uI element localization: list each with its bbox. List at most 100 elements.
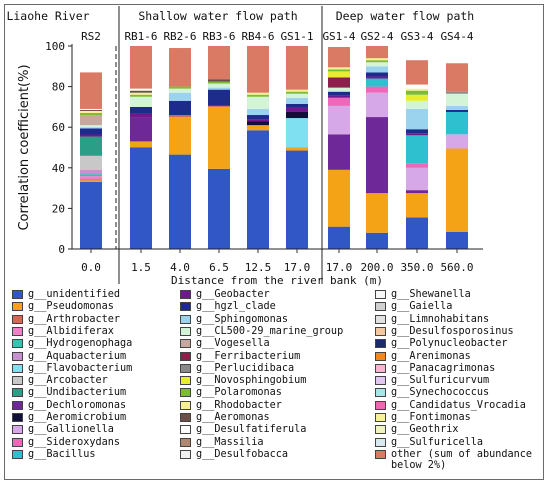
x-axis-title: Distance from the river bank (m) bbox=[171, 274, 383, 287]
bar-segment bbox=[169, 92, 191, 101]
legend-label: g__Undibacterium bbox=[28, 387, 127, 399]
y-tick-label: 0 bbox=[58, 243, 65, 256]
bar-segment bbox=[247, 108, 269, 116]
bar-segment bbox=[406, 60, 428, 85]
legend-swatch bbox=[180, 302, 191, 312]
bar-segment bbox=[286, 111, 308, 119]
group-header-box bbox=[6, 6, 116, 26]
bar-segment bbox=[247, 121, 269, 126]
legend-swatch bbox=[12, 437, 23, 447]
bar-segment bbox=[286, 118, 308, 148]
legend-swatch bbox=[12, 363, 23, 373]
bar-segment bbox=[446, 63, 468, 92]
bar-segment bbox=[130, 106, 152, 113]
legend-swatch bbox=[12, 425, 23, 435]
legend-label: g__Desulfosporosinus bbox=[391, 325, 514, 337]
bar-segment bbox=[366, 232, 388, 249]
legend-label: g__Aquabacterium bbox=[28, 350, 127, 362]
legend: g__unidentified g__Pseudomonas g__Arthroba… bbox=[12, 289, 542, 479]
y-tick-label: 60 bbox=[52, 121, 65, 134]
legend-label: g__Geothrix bbox=[391, 424, 459, 436]
legend-label: g__Arcobacter bbox=[28, 375, 108, 387]
bar-segment bbox=[247, 92, 269, 95]
bar-segment bbox=[130, 112, 152, 118]
legend-label: g__Bacillus bbox=[28, 448, 96, 460]
bar-segment bbox=[366, 58, 388, 61]
bar-segment bbox=[446, 105, 468, 110]
legend-label: g__Geobacter bbox=[196, 289, 270, 300]
bar-segment bbox=[80, 174, 102, 177]
bar-segment bbox=[169, 117, 191, 155]
bar-segment bbox=[406, 94, 428, 101]
bar-segment bbox=[328, 87, 350, 92]
bar-segment bbox=[80, 180, 102, 183]
bar-segment bbox=[366, 86, 388, 93]
bar-segment bbox=[366, 193, 388, 233]
legend-swatch bbox=[375, 425, 386, 435]
bar-segment bbox=[366, 60, 388, 63]
group-header-box bbox=[119, 6, 322, 26]
bar-segment bbox=[208, 81, 230, 84]
bar-segment bbox=[208, 105, 230, 107]
legend-swatch bbox=[375, 363, 386, 373]
legend-swatch bbox=[180, 437, 191, 447]
bar-segment bbox=[286, 91, 308, 94]
legend-label: g__Albidiferax bbox=[28, 325, 114, 337]
legend-swatch bbox=[180, 376, 191, 386]
bar-segment bbox=[208, 106, 230, 169]
bar-segment bbox=[169, 48, 191, 87]
legend-label: g__Desulfatiferula bbox=[196, 424, 307, 436]
y-tick-label: 80 bbox=[52, 81, 65, 94]
legend-swatch bbox=[12, 400, 23, 410]
legend-label: g__Gaiella bbox=[391, 301, 453, 313]
legend-label: g__Sideroxydans bbox=[28, 436, 121, 448]
bar-segment bbox=[446, 93, 468, 106]
legend-swatch bbox=[375, 400, 386, 410]
bar-segment bbox=[247, 115, 269, 120]
legend-label: g__hgzl_clade bbox=[196, 301, 276, 313]
bar-segment bbox=[446, 109, 468, 112]
bar-segment bbox=[80, 134, 102, 137]
bar-segment bbox=[208, 79, 230, 82]
bar-segment bbox=[80, 170, 102, 175]
legend-swatch bbox=[180, 400, 191, 410]
legend-swatch bbox=[180, 351, 191, 361]
legend-swatch bbox=[180, 449, 191, 459]
legend-swatch bbox=[180, 413, 191, 422]
sample-label: GS4-4 bbox=[440, 30, 473, 43]
bar-segment bbox=[208, 87, 230, 90]
legend-label: g__Aeromonas bbox=[196, 412, 270, 423]
legend-swatch bbox=[180, 363, 191, 373]
legend-label: g__Novosphingobium bbox=[196, 375, 307, 387]
sample-label: RS2 bbox=[81, 30, 101, 43]
bar-segment bbox=[169, 154, 191, 249]
bar-segment bbox=[406, 133, 428, 136]
legend-swatch bbox=[12, 376, 23, 386]
figure-frame bbox=[4, 4, 544, 480]
bar-segment bbox=[366, 46, 388, 59]
bar-segment bbox=[80, 72, 102, 109]
legend-label: g__unidentified bbox=[28, 289, 121, 300]
bar-segment bbox=[446, 148, 468, 232]
bar-segment bbox=[286, 147, 308, 151]
bar-segment bbox=[80, 125, 102, 128]
bar-segment bbox=[80, 110, 102, 113]
legend-swatch bbox=[12, 339, 23, 349]
group-header-box bbox=[322, 6, 483, 26]
legend-swatch bbox=[12, 413, 23, 422]
legend-swatch bbox=[12, 388, 23, 398]
bar-segment bbox=[130, 90, 152, 93]
legend-label: g__Sulfuricella bbox=[391, 436, 484, 448]
bar-segment bbox=[366, 117, 388, 194]
legend-label: g__Shewanella bbox=[391, 289, 471, 300]
bar-segment bbox=[247, 130, 269, 249]
bar-segment bbox=[406, 88, 428, 91]
legend-label: g__Polaromonas bbox=[196, 387, 282, 399]
legend-swatch bbox=[375, 413, 386, 422]
sample-label: GS1-1 bbox=[280, 30, 313, 43]
legend-label: g__Gallionella bbox=[28, 424, 114, 436]
bar-segment bbox=[208, 46, 230, 80]
distance-tick-label: 4.0 bbox=[170, 261, 190, 274]
legend-swatch bbox=[180, 425, 191, 435]
bar-segment bbox=[247, 125, 269, 131]
